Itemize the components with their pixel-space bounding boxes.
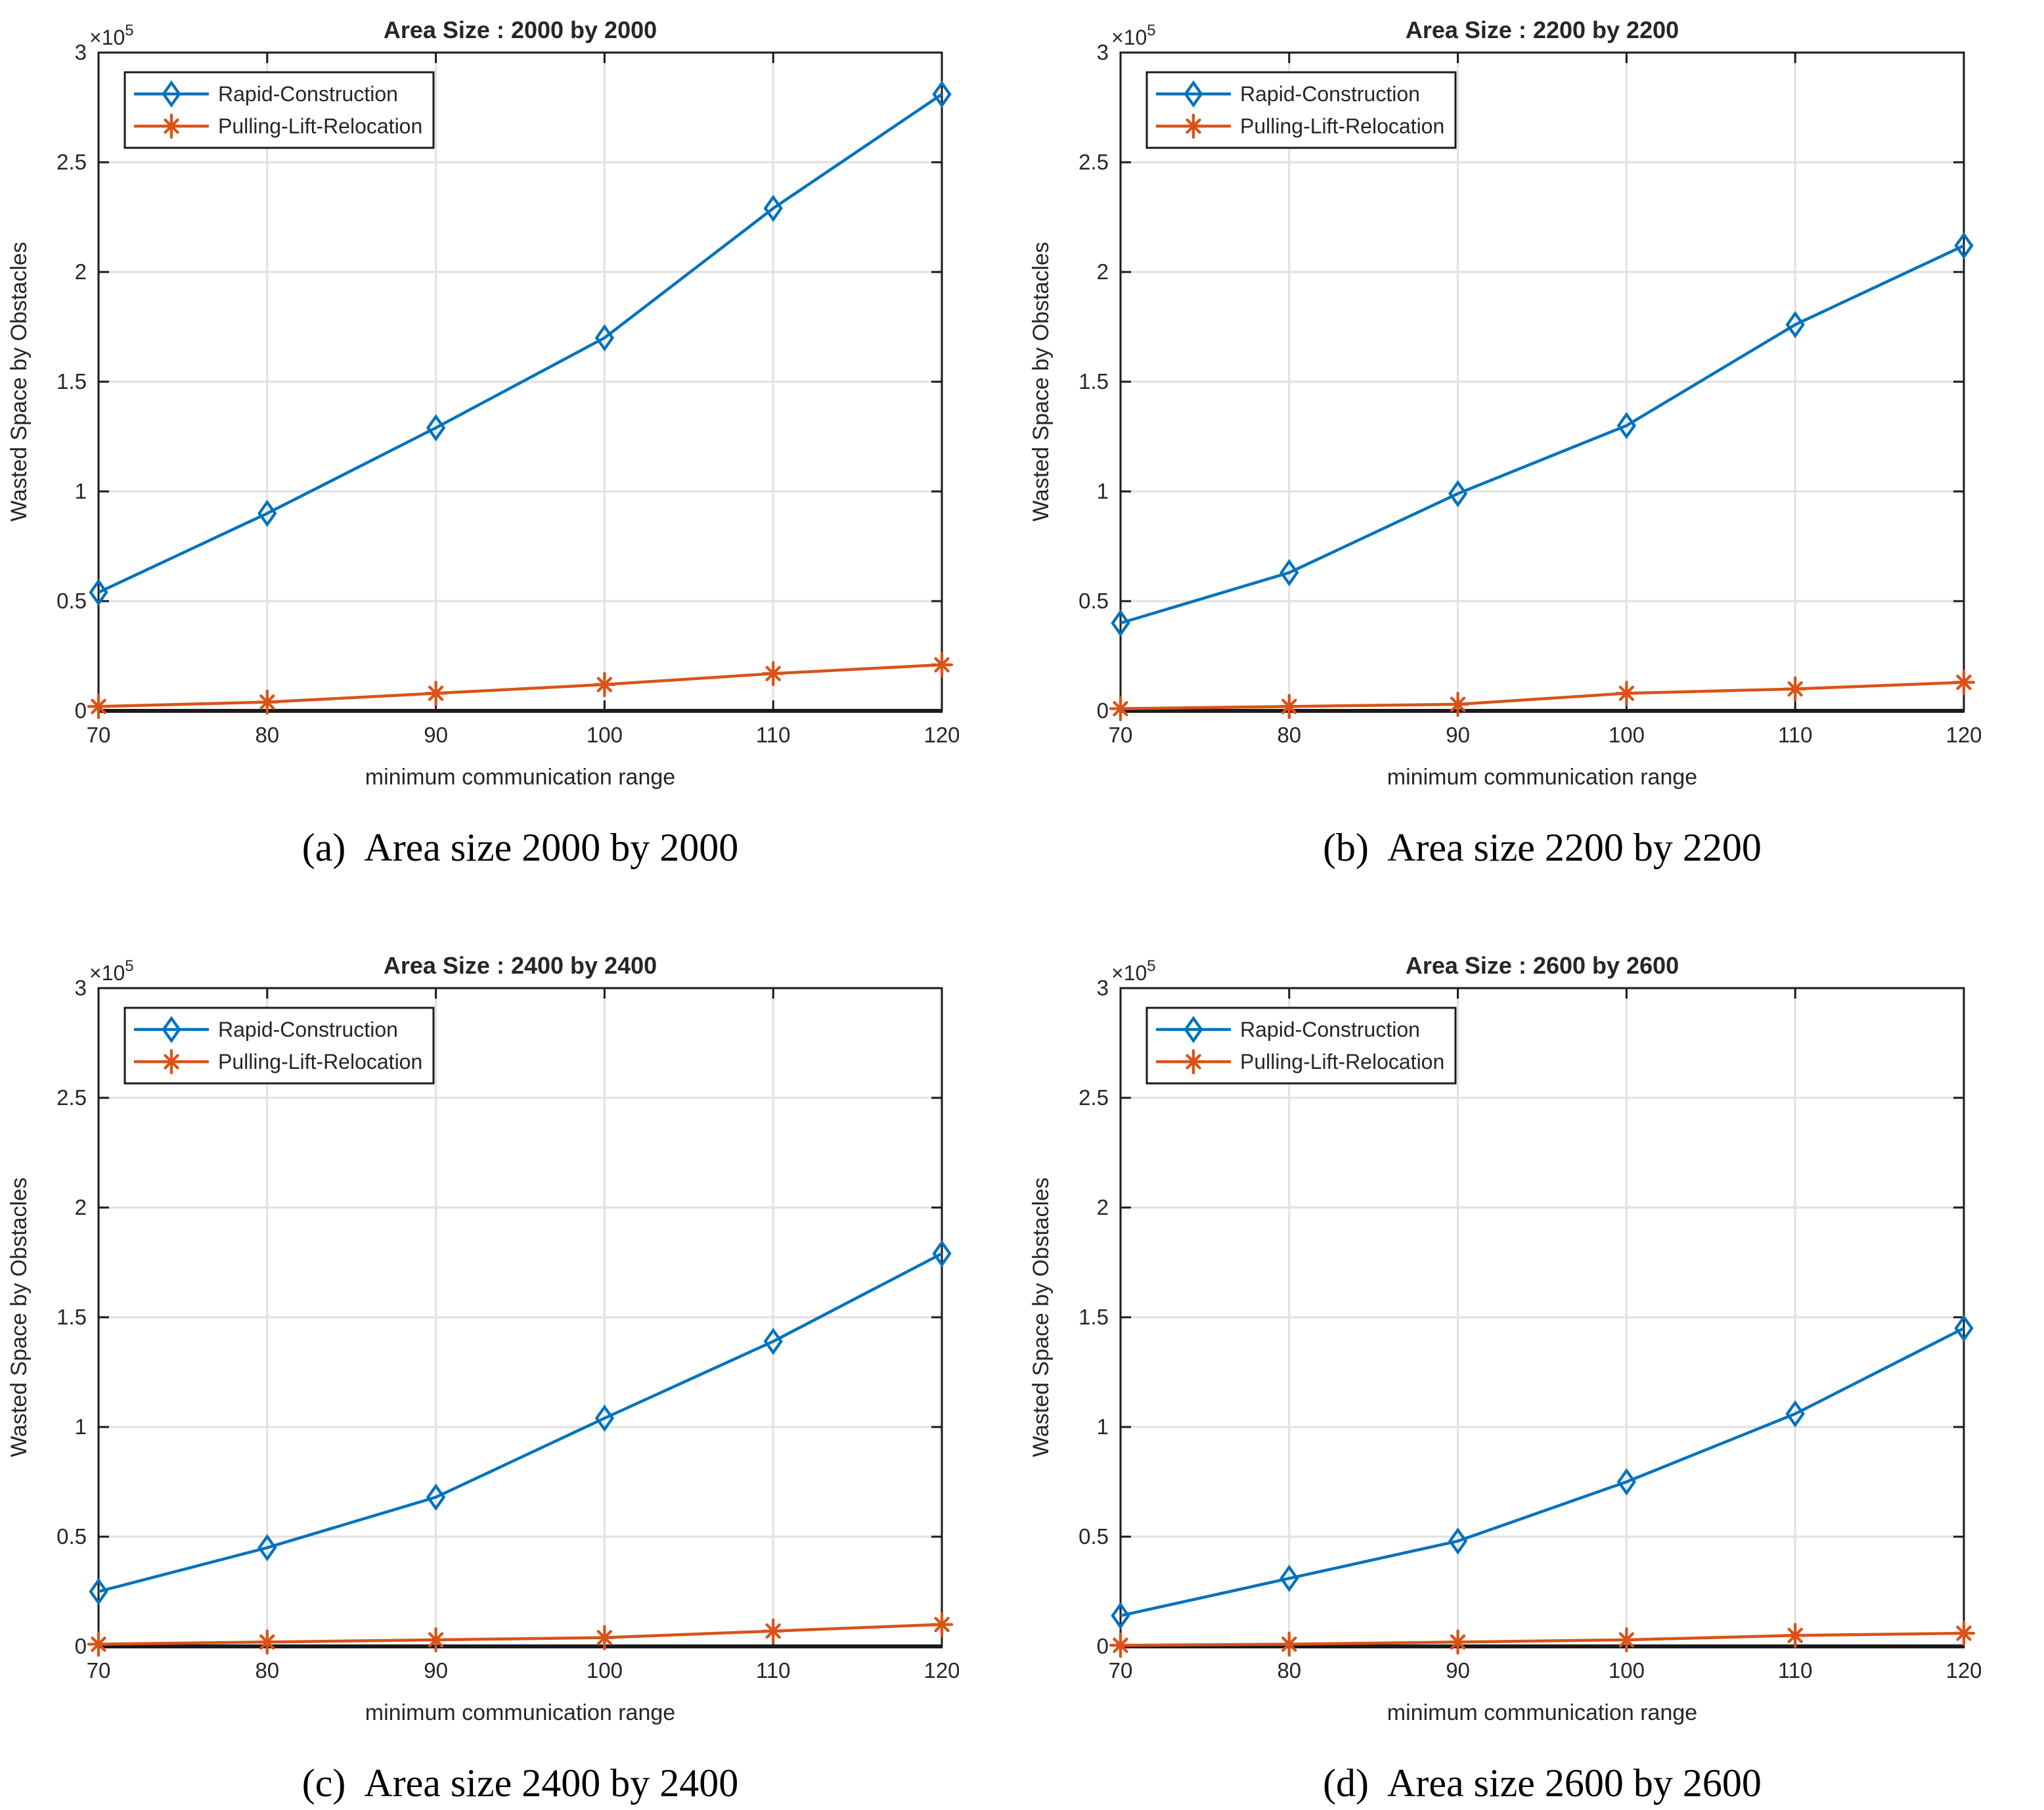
svg-text:0.5: 0.5	[56, 589, 87, 613]
svg-text:2: 2	[1097, 1195, 1109, 1219]
svg-text:120: 120	[1945, 1658, 1981, 1683]
svg-text:0.5: 0.5	[1078, 1524, 1109, 1549]
svg-text:×105: ×105	[89, 957, 134, 985]
svg-text:90: 90	[424, 1658, 448, 1683]
svg-text:2.5: 2.5	[56, 1085, 87, 1110]
svg-text:3: 3	[75, 976, 87, 1000]
svg-text:Rapid-Construction: Rapid-Construction	[1240, 82, 1420, 106]
svg-text:minimum communication range: minimum communication range	[365, 1700, 675, 1725]
caption-letter-a: (a)	[301, 826, 346, 869]
line-chart-d: 70 80 90 100 110 120 0 0.5 1 1.5 2 2.5 3×105 Area Siz…	[1029, 952, 1981, 1725]
svg-text:2: 2	[75, 260, 87, 284]
svg-text:120: 120	[923, 1658, 959, 1683]
svg-text:1: 1	[1097, 1414, 1109, 1439]
chart-panel-a: 70 80 90 100 110 120 0 0.5 1 1.5 2 2.5 3 ×105 Area Siz…	[0, 11, 1022, 872]
svg-text:Pulling-Lift-Relocation: Pulling-Lift-Relocation	[1240, 1050, 1444, 1074]
svg-text:110: 110	[1778, 1658, 1813, 1683]
svg-text:70: 70	[1109, 723, 1133, 747]
svg-text:90: 90	[1446, 723, 1470, 747]
svg-text:100: 100	[1609, 1658, 1645, 1683]
caption-letter-c: (c)	[301, 1761, 346, 1805]
caption-text-b: Area size 2200 by 2200	[1387, 826, 1762, 869]
svg-text:Pulling-Lift-Relocation: Pulling-Lift-Relocation	[218, 114, 422, 138]
svg-text:minimum communication range: minimum communication range	[1387, 765, 1697, 790]
svg-text:2.5: 2.5	[56, 150, 87, 174]
chart-panel-c: 70 80 90 100 110 120 0 0.5 1 1.5 2 2.5 3 ×105 Area Siz…	[0, 946, 1022, 1808]
svg-text:1.5: 1.5	[1078, 1305, 1109, 1329]
svg-text:3: 3	[1097, 976, 1109, 1000]
svg-text:0: 0	[1097, 1634, 1109, 1658]
svg-text:120: 120	[923, 723, 959, 747]
svg-text:Area Size : 2400 by 2400: Area Size : 2400 by 2400	[384, 952, 657, 979]
svg-text:110: 110	[756, 1658, 791, 1683]
svg-text:110: 110	[1778, 723, 1813, 747]
caption-text-d: Area size 2600 by 2600	[1387, 1761, 1762, 1805]
svg-text:1.5: 1.5	[1078, 369, 1109, 394]
panel-caption-c: (c) Area size 2400 by 2400	[99, 1759, 942, 1808]
svg-text:1: 1	[1097, 479, 1109, 503]
svg-text:1.5: 1.5	[56, 1305, 87, 1329]
svg-text:Area Size : 2200 by 2200: Area Size : 2200 by 2200	[1406, 16, 1679, 43]
line-chart-a: 70 80 90 100 110 120 0 0.5 1 1.5 2 2.5 3×105 Area Siz…	[7, 16, 959, 790]
svg-text:80: 80	[1277, 723, 1301, 747]
svg-text:Wasted Space by Obstacles: Wasted Space by Obstacles	[1029, 1177, 1054, 1457]
svg-text:Rapid-Construction: Rapid-Construction	[218, 1018, 398, 1041]
svg-text:0.5: 0.5	[56, 1524, 87, 1549]
panel-caption-b: (b) Area size 2200 by 2200	[1121, 823, 1964, 872]
svg-text:80: 80	[255, 1658, 279, 1683]
line-chart-c: 70 80 90 100 110 120 0 0.5 1 1.5 2 2.5 3×105 Area Siz…	[7, 952, 959, 1725]
svg-text:Pulling-Lift-Relocation: Pulling-Lift-Relocation	[1240, 114, 1444, 138]
svg-text:minimum communication range: minimum communication range	[365, 765, 675, 790]
caption-text-c: Area size 2400 by 2400	[364, 1761, 739, 1805]
svg-text:0: 0	[75, 1634, 87, 1658]
svg-text:×105: ×105	[1111, 22, 1156, 49]
svg-text:100: 100	[1609, 723, 1645, 747]
svg-text:80: 80	[255, 723, 279, 747]
svg-text:0: 0	[75, 698, 87, 723]
svg-text:Wasted Space by Obstacles: Wasted Space by Obstacles	[7, 242, 32, 522]
svg-text:100: 100	[587, 723, 623, 747]
line-chart-b: 70 80 90 100 110 120 0 0.5 1 1.5 2 2.5 3×105 Area Siz…	[1029, 16, 1981, 790]
svg-text:1.5: 1.5	[56, 369, 87, 394]
svg-text:0.5: 0.5	[1078, 589, 1109, 613]
chart-panel-d: 70 80 90 100 110 120 0 0.5 1 1.5 2 2.5 3 ×105 Area Siz…	[1022, 946, 2044, 1808]
svg-text:70: 70	[1109, 1658, 1133, 1683]
svg-text:120: 120	[1945, 723, 1981, 747]
svg-text:1: 1	[75, 1414, 87, 1439]
svg-text:×105: ×105	[89, 22, 134, 49]
svg-text:×105: ×105	[1111, 957, 1156, 985]
svg-text:Area Size : 2600 by 2600: Area Size : 2600 by 2600	[1406, 952, 1679, 979]
svg-text:2: 2	[1097, 260, 1109, 284]
svg-text:minimum communication range: minimum communication range	[1387, 1700, 1697, 1725]
svg-text:80: 80	[1277, 1658, 1301, 1683]
svg-text:90: 90	[1446, 1658, 1470, 1683]
svg-text:3: 3	[75, 40, 87, 64]
svg-text:Pulling-Lift-Relocation: Pulling-Lift-Relocation	[218, 1050, 422, 1074]
svg-text:1: 1	[75, 479, 87, 503]
svg-text:100: 100	[587, 1658, 623, 1683]
svg-text:70: 70	[87, 723, 111, 747]
caption-letter-d: (d)	[1323, 1761, 1369, 1805]
chart-panel-b: 70 80 90 100 110 120 0 0.5 1 1.5 2 2.5 3 ×105 Area Siz…	[1022, 11, 2044, 872]
panel-caption-d: (d) Area size 2600 by 2600	[1121, 1759, 1964, 1808]
svg-text:110: 110	[756, 723, 791, 747]
svg-text:2: 2	[75, 1195, 87, 1219]
svg-text:Rapid-Construction: Rapid-Construction	[218, 82, 398, 106]
svg-text:90: 90	[424, 723, 448, 747]
svg-text:70: 70	[87, 1658, 111, 1683]
caption-text-a: Area size 2000 by 2000	[364, 826, 739, 869]
svg-text:3: 3	[1097, 40, 1109, 64]
svg-text:Wasted Space by Obstacles: Wasted Space by Obstacles	[1029, 242, 1054, 522]
svg-text:Wasted Space by Obstacles: Wasted Space by Obstacles	[7, 1177, 32, 1457]
svg-text:2.5: 2.5	[1078, 1085, 1109, 1110]
svg-text:0: 0	[1097, 698, 1109, 723]
panel-caption-a: (a) Area size 2000 by 2000	[99, 823, 942, 872]
caption-letter-b: (b)	[1323, 826, 1369, 869]
svg-text:2.5: 2.5	[1078, 150, 1109, 174]
svg-text:Rapid-Construction: Rapid-Construction	[1240, 1018, 1420, 1041]
svg-text:Area Size : 2000 by 2000: Area Size : 2000 by 2000	[384, 16, 657, 43]
